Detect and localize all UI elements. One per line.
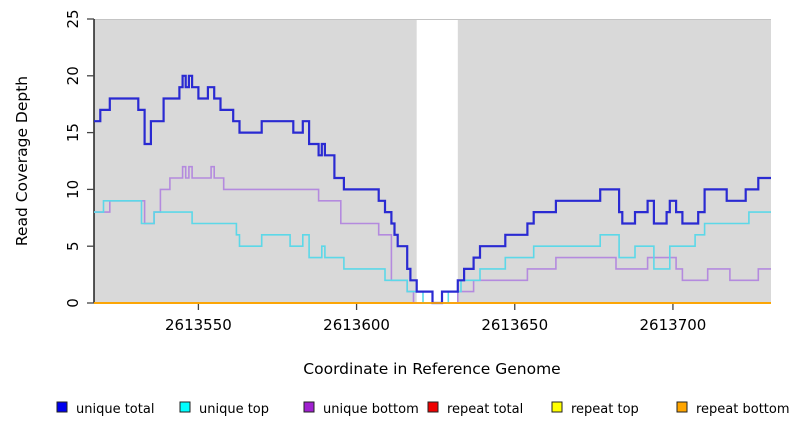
legend-label-repeat-bottom: repeat bottom [696, 402, 790, 417]
y-tick-label: 10 [64, 180, 82, 199]
legend-label-unique-total: unique total [76, 402, 154, 417]
x-axis-title: Coordinate in Reference Genome [303, 360, 560, 378]
legend-swatch-unique-top [179, 401, 191, 413]
y-tick-label: 15 [64, 123, 82, 142]
legend-label-repeat-top: repeat top [571, 402, 639, 417]
chart-generated-layer: 0 5 10 15 20 25 2613550 2613600 2613650 2613700 un… [56, 9, 790, 417]
y-tick-label: 20 [64, 66, 82, 85]
x-tick-label: 2613600 [323, 316, 390, 334]
legend-swatch-unique-bottom [303, 401, 315, 413]
series-line-unique-total [94, 74, 771, 305]
masked-region [416, 19, 458, 303]
series-line-unique-bottom [94, 165, 771, 304]
legend-label-repeat-total: repeat total [447, 402, 523, 417]
series-line-unique-top [94, 200, 771, 304]
legend-swatch-repeat-total [427, 401, 439, 413]
legend-swatch-unique-total [56, 401, 68, 413]
legend-swatch-repeat-bottom [676, 401, 688, 413]
y-tick-label: 0 [64, 298, 82, 308]
x-tick-label: 2613650 [481, 316, 548, 334]
y-axis-title: Read Coverage Depth [13, 76, 31, 246]
y-tick-label: 25 [64, 9, 82, 28]
x-tick-label: 2613550 [165, 316, 232, 334]
legend-swatch-repeat-top [551, 401, 563, 413]
y-tick-label: 5 [64, 241, 82, 251]
x-tick-label: 2613700 [640, 316, 707, 334]
legend-label-unique-bottom: unique bottom [323, 402, 419, 417]
legend-label-unique-top: unique top [199, 402, 269, 417]
